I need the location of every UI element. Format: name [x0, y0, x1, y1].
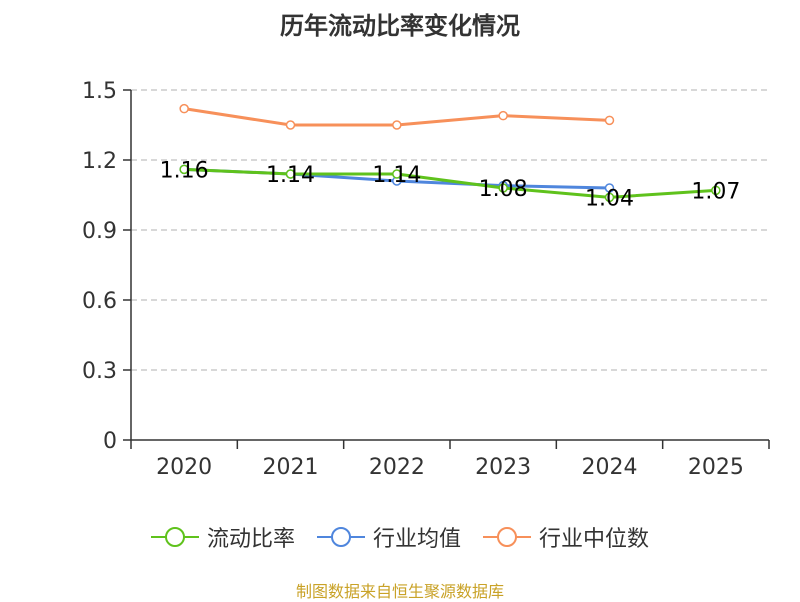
legend-swatch-industry-mean: [316, 527, 365, 547]
series-point-0: [711, 185, 721, 196]
x-tick-label: 2021: [263, 455, 319, 480]
series-point-2: [604, 115, 615, 126]
series-line-0: [182, 167, 718, 199]
data-label: 1.14: [372, 163, 421, 188]
series-point-0: [498, 183, 508, 193]
y-tick-label: 0.9: [82, 219, 117, 244]
legend-label-industry-median: 行业中位数: [539, 527, 650, 552]
data-label: 1.14: [266, 163, 315, 188]
x-tick-label: 2020: [156, 455, 212, 480]
series-point-0: [392, 169, 402, 179]
source-note: 制图数据来自恒生聚源数据库: [295, 582, 504, 601]
series-point-2: [285, 120, 296, 130]
legend-label-current-ratio: 流动比率: [206, 527, 295, 552]
legend-swatch-industry-median: [483, 527, 531, 547]
x-tick-label: 2023: [475, 455, 531, 480]
y-tick-label: 1.5: [82, 79, 117, 104]
series-point-0: [285, 169, 296, 179]
x-tick-label: 2025: [688, 455, 744, 480]
data-label: 1.08: [479, 177, 528, 202]
y-tick-label: 0.6: [82, 289, 117, 314]
series-point-2: [498, 110, 508, 121]
data-label: 1.04: [585, 186, 634, 211]
series-point-0: [604, 192, 615, 203]
legend-item-industry-median[interactable]: 行业中位数: [483, 521, 649, 553]
y-tick-label: 1.2: [82, 149, 117, 174]
y-tick-label: 0.3: [82, 359, 117, 384]
series-point-2: [392, 120, 402, 130]
series-point-2: [179, 103, 189, 114]
series-point-0: [179, 164, 189, 175]
chart-title: 历年流动比率变化情况: [280, 12, 520, 40]
legend-item-current-ratio[interactable]: 流动比率: [150, 521, 295, 553]
legend-swatch-current-ratio: [150, 527, 199, 547]
series-point-1: [604, 183, 615, 193]
legend: 流动比率 行业均值 行业中位数: [0, 520, 800, 554]
x-tick-label: 2022: [369, 455, 425, 480]
legend-label-industry-mean: 行业均值: [372, 527, 461, 552]
y-tick-label: 0: [103, 429, 117, 454]
x-tick-label: 2024: [582, 455, 638, 480]
data-label: 1.16: [160, 158, 209, 183]
legend-item-industry-mean[interactable]: 行业均值: [316, 521, 461, 553]
data-label: 1.07: [691, 179, 740, 204]
